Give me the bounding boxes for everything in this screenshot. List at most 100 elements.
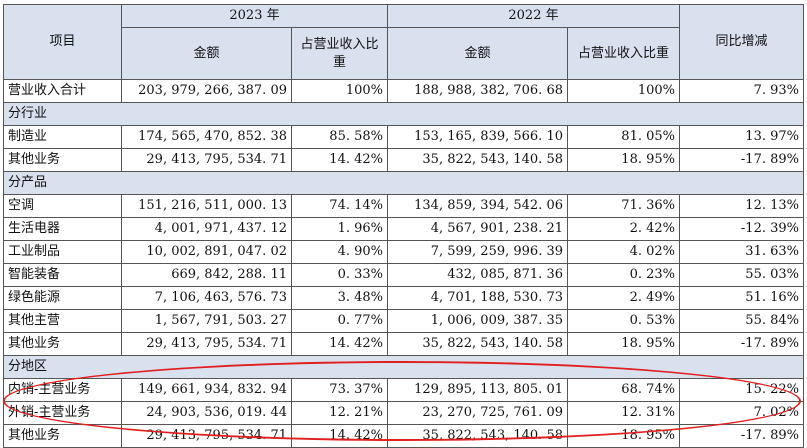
table-row: 其他业务 29, 413, 795, 534. 71 14. 42% 35, 822,…: [3, 424, 804, 448]
amount-2022: 35, 822, 543, 140. 58: [387, 332, 568, 356]
yoy-change: -12. 39%: [679, 217, 804, 241]
amount-2023: 29, 413, 795, 534. 71: [121, 148, 292, 172]
amount-2022: 129, 895, 113, 805. 01: [387, 378, 568, 402]
row-label: 内销-主营业务: [3, 378, 122, 402]
section-title: 分行业: [3, 102, 804, 126]
total-ratio-2022: 100%: [567, 79, 680, 103]
ratio-2022: 71. 36%: [567, 194, 680, 218]
row-label: 其他业务: [3, 332, 122, 356]
amount-2023: 24, 903, 536, 019. 44: [121, 401, 292, 425]
amount-2022: 7, 599, 259, 996. 39: [387, 240, 568, 264]
ratio-2022: 81. 05%: [567, 125, 680, 149]
ratio-2022: 2. 49%: [567, 286, 680, 310]
yoy-change: -17. 89%: [679, 148, 804, 172]
yoy-change: -17. 89%: [679, 424, 804, 448]
row-label: 其他业务: [3, 424, 122, 448]
header-amount-2022: 金额: [387, 27, 568, 80]
table-row: 其他主营 1, 567, 791, 503. 27 0. 77% 1, 006, 00…: [3, 309, 804, 333]
row-label: 空调: [3, 194, 122, 218]
amount-2023: 4, 001, 971, 437. 12: [121, 217, 292, 241]
ratio-2022: 0. 53%: [567, 309, 680, 333]
row-label: 绿色能源: [3, 286, 122, 310]
amount-2023: 10, 002, 891, 047. 02: [121, 240, 292, 264]
ratio-2022: 2. 42%: [567, 217, 680, 241]
total-amount-2023: 203, 979, 266, 387. 09: [121, 79, 292, 103]
amount-2022: 1, 006, 009, 387. 35: [387, 309, 568, 333]
header-yoy: 同比增减: [679, 4, 804, 80]
ratio-2022: 18. 95%: [567, 148, 680, 172]
header-row-years: 项目 2023 年 2022 年 同比增减: [3, 3, 804, 80]
amount-2022: 35, 822, 543, 140. 58: [387, 148, 568, 172]
amount-2022: 432, 085, 871. 36: [387, 263, 568, 287]
amount-2023: 1, 567, 791, 503. 27: [121, 309, 292, 333]
table-row: 其他业务 29, 413, 795, 534. 71 14. 42% 35, 822,…: [3, 332, 804, 356]
ratio-2023: 14. 42%: [291, 332, 388, 356]
ratio-2023: 4. 90%: [291, 240, 388, 264]
table-row: 绿色能源 7, 106, 463, 576. 73 3. 48% 4, 701, 18…: [3, 286, 804, 310]
ratio-2023: 0. 77%: [291, 309, 388, 333]
yoy-change: 15. 22%: [679, 378, 804, 402]
yoy-change: 7. 02%: [679, 401, 804, 425]
row-label: 生活电器: [3, 217, 122, 241]
amount-2023: 29, 413, 795, 534. 71: [121, 424, 292, 448]
total-row: 营业收入合计 203, 979, 266, 387. 09 100% 188, …: [3, 79, 804, 103]
ratio-2023: 12. 21%: [291, 401, 388, 425]
ratio-2023: 0. 33%: [291, 263, 388, 287]
table-row: 制造业 174, 565, 470, 852. 38 85. 58% 153, 165…: [3, 125, 804, 149]
ratio-2023: 1. 96%: [291, 217, 388, 241]
ratio-2023: 73. 37%: [291, 378, 388, 402]
yoy-change: 51. 16%: [679, 286, 804, 310]
table-row: 生活电器 4, 001, 971, 437. 12 1. 96% 4, 567, 90…: [3, 217, 804, 241]
table-row: 工业制品 10, 002, 891, 047. 02 4. 90% 7, 599, 2…: [3, 240, 804, 264]
amount-2023: 174, 565, 470, 852. 38: [121, 125, 292, 149]
revenue-breakdown-table: 项目 2023 年 2022 年 同比增减 金额 占营业收入比重 金额 占营业收…: [3, 3, 804, 448]
amount-2023: 149, 661, 934, 832. 94: [121, 378, 292, 402]
ratio-2023: 14. 42%: [291, 148, 388, 172]
header-ratio-2023: 占营业收入比重: [291, 27, 388, 80]
yoy-change: 55. 03%: [679, 263, 804, 287]
revenue-table-container: 项目 2023 年 2022 年 同比增减 金额 占营业收入比重 金额 占营业收…: [3, 3, 804, 448]
total-yoy: 7. 93%: [679, 79, 804, 103]
amount-2023: 669, 842, 288. 11: [121, 263, 292, 287]
row-label: 其他业务: [3, 148, 122, 172]
header-item: 项目: [3, 4, 122, 80]
yoy-change: -17. 89%: [679, 332, 804, 356]
ratio-2023: 3. 48%: [291, 286, 388, 310]
section-row: 分地区: [3, 355, 804, 379]
ratio-2022: 12. 31%: [567, 401, 680, 425]
row-label: 制造业: [3, 125, 122, 149]
ratio-2022: 18. 95%: [567, 332, 680, 356]
total-label: 营业收入合计: [3, 79, 122, 103]
ratio-2023: 74. 14%: [291, 194, 388, 218]
table-row: 智能装备 669, 842, 288. 11 0. 33% 432, 085, 871…: [3, 263, 804, 287]
row-label: 工业制品: [3, 240, 122, 264]
header-year-2022: 2022 年: [387, 3, 680, 29]
row-label: 智能装备: [3, 263, 122, 287]
table-row: 内销-主营业务 149, 661, 934, 832. 94 73. 37% 129,…: [3, 378, 804, 402]
table-row: 其他业务 29, 413, 795, 534. 71 14. 42% 35, 822,…: [3, 148, 804, 172]
yoy-change: 13. 97%: [679, 125, 804, 149]
ratio-2023: 85. 58%: [291, 125, 388, 149]
amount-2023: 29, 413, 795, 534. 71: [121, 332, 292, 356]
total-amount-2022: 188, 988, 382, 706. 68: [387, 79, 568, 103]
table-row: 外销-主营业务 24, 903, 536, 019. 44 12. 21% 23, 2…: [3, 401, 804, 425]
ratio-2023: 14. 42%: [291, 424, 388, 448]
amount-2023: 151, 216, 511, 000. 13: [121, 194, 292, 218]
amount-2022: 23, 270, 725, 761. 09: [387, 401, 568, 425]
amount-2022: 4, 567, 901, 238. 21: [387, 217, 568, 241]
header-row-columns: 金额 占营业收入比重 金额 占营业收入比重: [4, 27, 804, 80]
row-label: 外销-主营业务: [3, 401, 122, 425]
section-title: 分地区: [3, 355, 804, 379]
header-year-2023: 2023 年: [121, 3, 388, 29]
ratio-2022: 18. 95%: [567, 424, 680, 448]
total-ratio-2023: 100%: [291, 79, 388, 103]
ratio-2022: 4. 02%: [567, 240, 680, 264]
amount-2022: 4, 701, 188, 530. 73: [387, 286, 568, 310]
ratio-2022: 0. 23%: [567, 263, 680, 287]
section-title: 分产品: [3, 171, 804, 195]
amount-2022: 35, 822, 543, 140. 58: [387, 424, 568, 448]
section-row: 分产品: [3, 171, 804, 195]
yoy-change: 31. 63%: [679, 240, 804, 264]
table-row: 空调 151, 216, 511, 000. 13 74. 14% 134, 859,…: [3, 194, 804, 218]
header-ratio-2022: 占营业收入比重: [567, 27, 680, 80]
